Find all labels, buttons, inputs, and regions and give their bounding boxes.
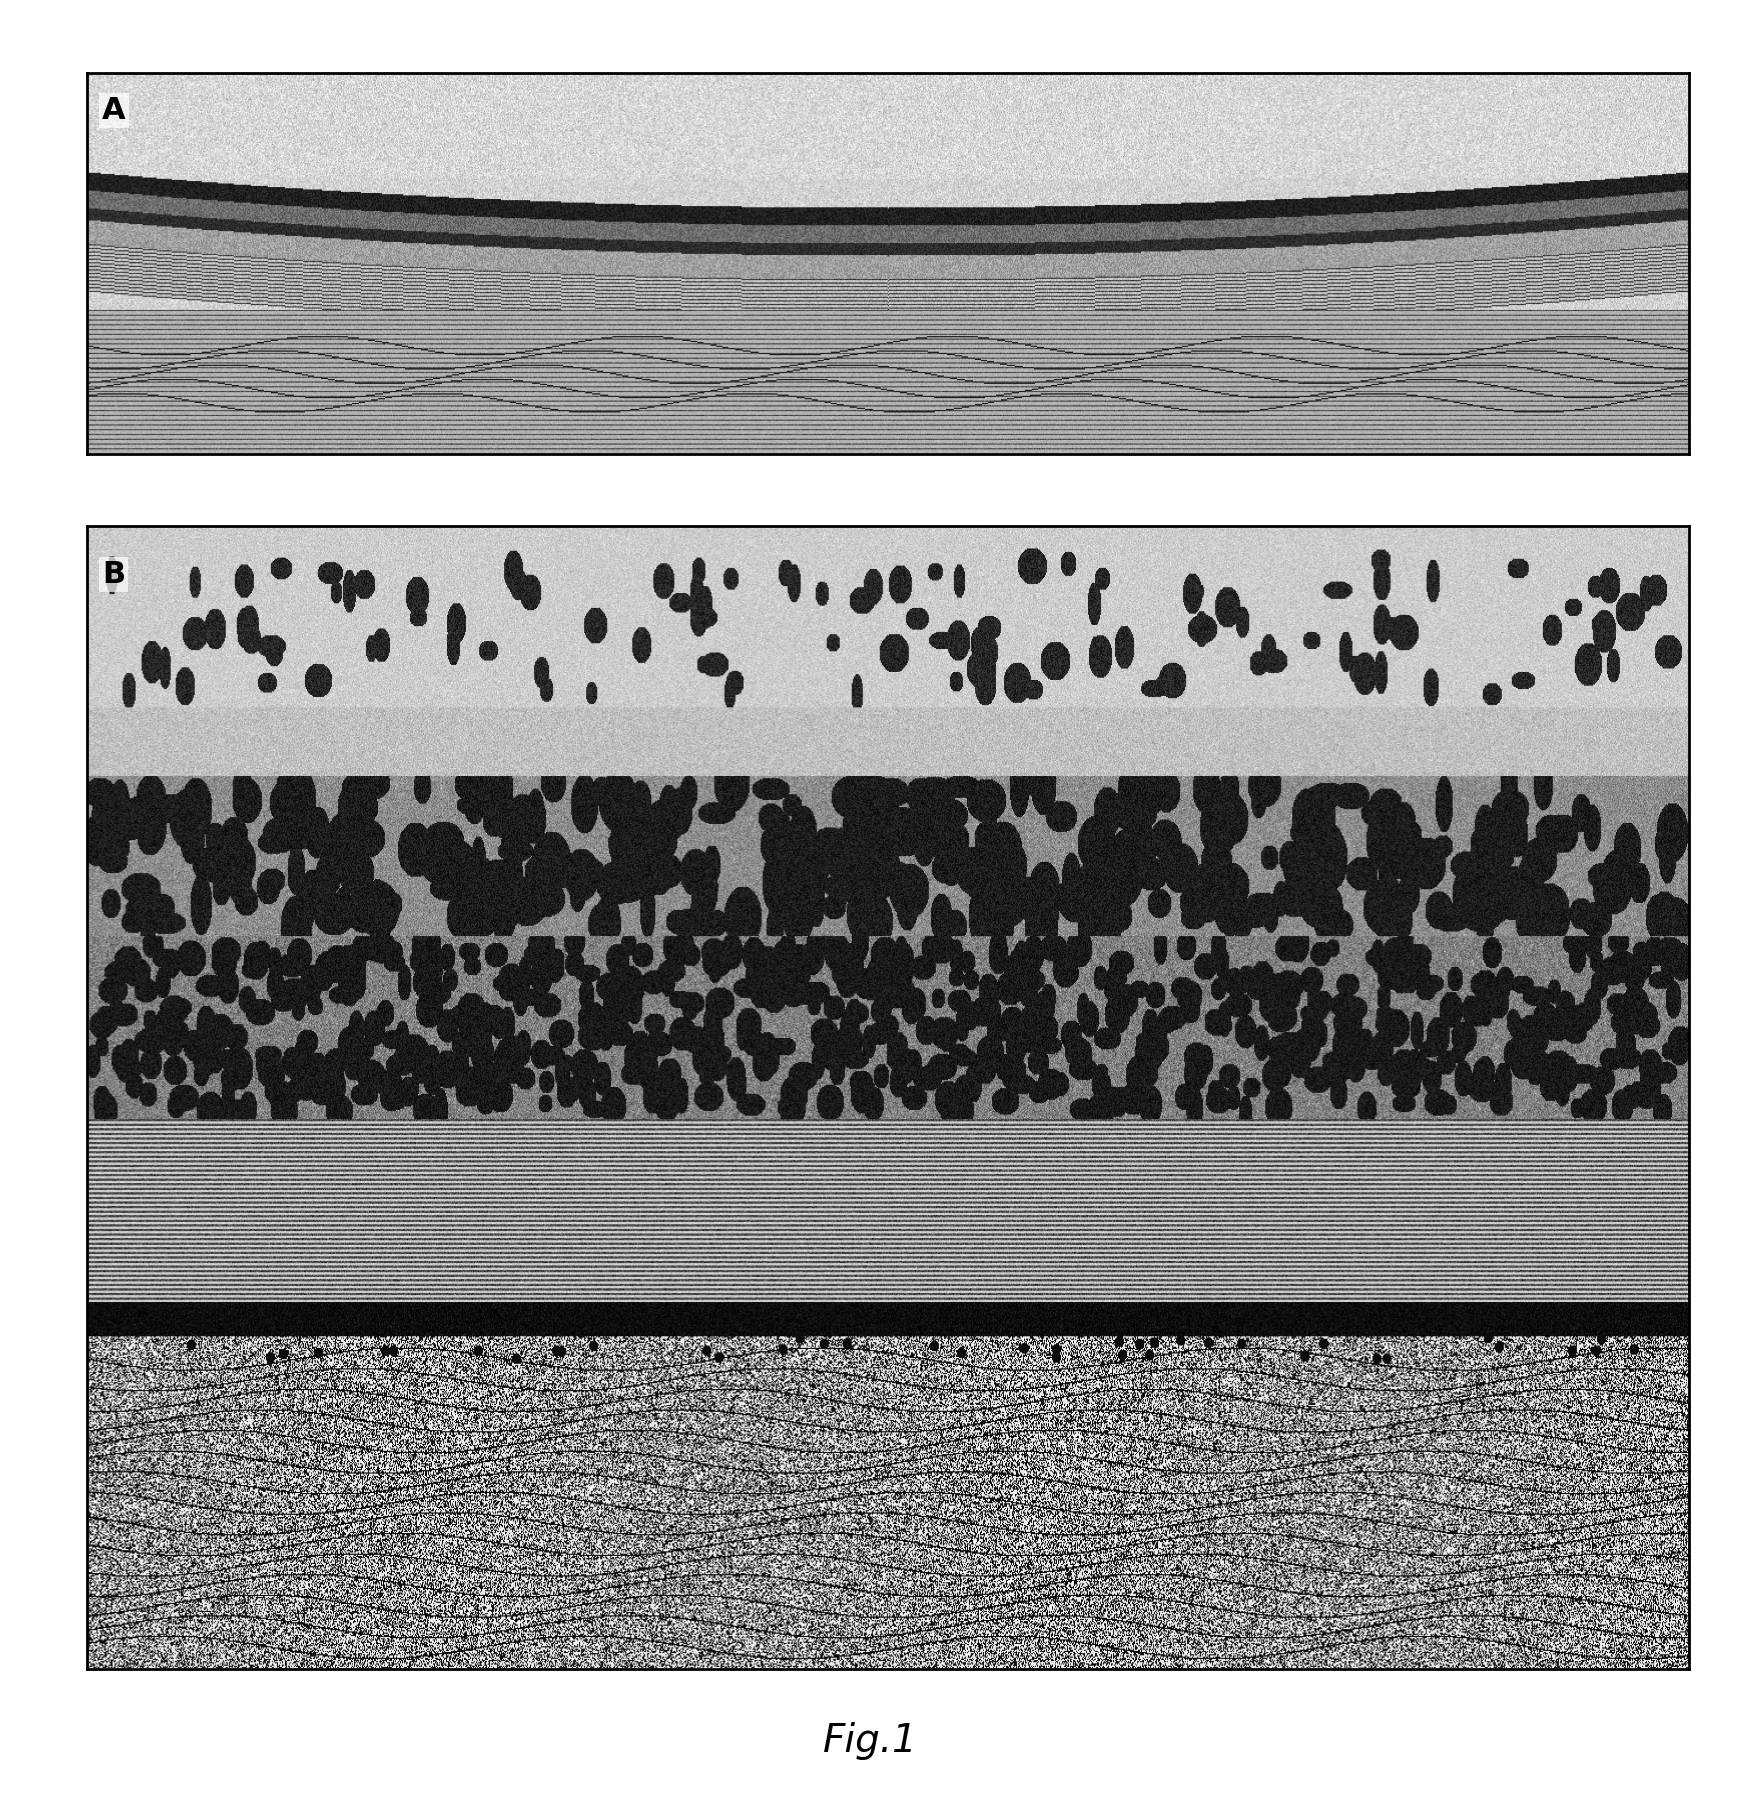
Text: B: B	[103, 561, 125, 590]
Text: A: A	[103, 96, 125, 125]
Text: Fig.1: Fig.1	[823, 1723, 918, 1760]
